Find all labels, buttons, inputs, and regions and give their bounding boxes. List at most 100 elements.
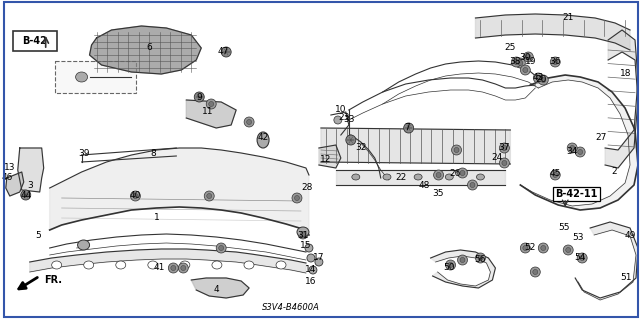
- Ellipse shape: [404, 123, 413, 133]
- Text: 42: 42: [257, 133, 269, 143]
- Text: 45: 45: [550, 169, 561, 179]
- Text: 33: 33: [343, 115, 355, 124]
- Text: B-42: B-42: [22, 36, 47, 46]
- Polygon shape: [336, 170, 506, 185]
- Text: 8: 8: [150, 149, 156, 158]
- Text: 36: 36: [550, 57, 561, 66]
- Ellipse shape: [383, 174, 391, 180]
- Ellipse shape: [212, 261, 222, 269]
- Ellipse shape: [20, 190, 31, 200]
- Ellipse shape: [334, 116, 342, 124]
- Text: 1: 1: [154, 213, 159, 222]
- Ellipse shape: [452, 145, 461, 155]
- Ellipse shape: [470, 182, 475, 188]
- Ellipse shape: [533, 270, 538, 275]
- Ellipse shape: [531, 267, 540, 277]
- Text: 11: 11: [202, 108, 213, 116]
- Ellipse shape: [458, 168, 467, 178]
- Text: 13: 13: [4, 164, 15, 173]
- Text: 43: 43: [532, 73, 544, 83]
- Ellipse shape: [563, 245, 573, 255]
- Ellipse shape: [436, 173, 441, 177]
- Ellipse shape: [499, 158, 509, 168]
- Text: S3V4-B4600A: S3V4-B4600A: [262, 303, 320, 313]
- Ellipse shape: [221, 47, 231, 57]
- Ellipse shape: [580, 256, 585, 261]
- Ellipse shape: [352, 174, 360, 180]
- Ellipse shape: [133, 194, 138, 198]
- Text: 3: 3: [27, 181, 33, 189]
- Ellipse shape: [181, 265, 186, 271]
- Ellipse shape: [219, 246, 224, 250]
- Ellipse shape: [538, 243, 548, 253]
- Text: 37: 37: [499, 144, 510, 152]
- Text: 4: 4: [213, 286, 219, 294]
- Ellipse shape: [116, 261, 125, 269]
- Ellipse shape: [458, 255, 467, 265]
- Ellipse shape: [476, 253, 485, 263]
- Ellipse shape: [204, 191, 214, 201]
- Ellipse shape: [533, 73, 543, 83]
- Ellipse shape: [550, 57, 560, 67]
- Text: 54: 54: [575, 254, 586, 263]
- Text: 12: 12: [320, 154, 332, 164]
- Ellipse shape: [246, 120, 252, 124]
- Text: 23: 23: [338, 114, 349, 122]
- Text: 55: 55: [559, 224, 570, 233]
- Ellipse shape: [460, 170, 465, 175]
- Text: 7: 7: [404, 123, 410, 132]
- Text: 9: 9: [196, 93, 202, 101]
- Polygon shape: [50, 148, 309, 235]
- Ellipse shape: [538, 75, 548, 85]
- Text: 49: 49: [625, 231, 636, 240]
- Ellipse shape: [524, 52, 533, 62]
- Text: 27: 27: [595, 133, 607, 143]
- Text: B-42-11: B-42-11: [556, 189, 598, 199]
- Ellipse shape: [244, 117, 254, 127]
- Text: 26: 26: [450, 168, 461, 177]
- Ellipse shape: [195, 92, 204, 102]
- Ellipse shape: [578, 150, 582, 154]
- Polygon shape: [321, 128, 510, 164]
- Text: 15: 15: [300, 241, 312, 250]
- Text: 25: 25: [505, 42, 516, 51]
- Polygon shape: [18, 148, 44, 192]
- Ellipse shape: [499, 143, 509, 153]
- Ellipse shape: [511, 57, 522, 67]
- Ellipse shape: [309, 266, 317, 274]
- Ellipse shape: [52, 261, 61, 269]
- Text: 35: 35: [432, 189, 444, 197]
- Ellipse shape: [476, 174, 484, 180]
- Text: 24: 24: [492, 152, 503, 161]
- Ellipse shape: [131, 191, 140, 201]
- Text: 17: 17: [313, 254, 324, 263]
- Text: 28: 28: [301, 183, 312, 192]
- Ellipse shape: [207, 194, 212, 198]
- Text: 32: 32: [355, 144, 367, 152]
- Ellipse shape: [307, 254, 315, 262]
- Polygon shape: [476, 14, 630, 50]
- Text: 52: 52: [525, 243, 536, 253]
- Ellipse shape: [553, 60, 557, 64]
- Text: 14: 14: [305, 265, 317, 275]
- Ellipse shape: [523, 68, 528, 72]
- Ellipse shape: [577, 253, 587, 263]
- Ellipse shape: [541, 246, 546, 250]
- Polygon shape: [191, 278, 249, 298]
- Text: 40: 40: [130, 191, 141, 201]
- Text: 46: 46: [1, 174, 13, 182]
- Ellipse shape: [550, 170, 560, 180]
- Text: 56: 56: [475, 256, 486, 264]
- Ellipse shape: [502, 160, 507, 166]
- Polygon shape: [29, 249, 306, 273]
- FancyBboxPatch shape: [13, 31, 57, 51]
- Polygon shape: [520, 75, 638, 210]
- Ellipse shape: [541, 78, 546, 83]
- Ellipse shape: [294, 196, 300, 201]
- Text: 18: 18: [620, 69, 632, 78]
- Text: 16: 16: [305, 278, 317, 286]
- Ellipse shape: [520, 65, 531, 75]
- Ellipse shape: [445, 260, 456, 270]
- Ellipse shape: [216, 243, 226, 253]
- Ellipse shape: [77, 240, 90, 250]
